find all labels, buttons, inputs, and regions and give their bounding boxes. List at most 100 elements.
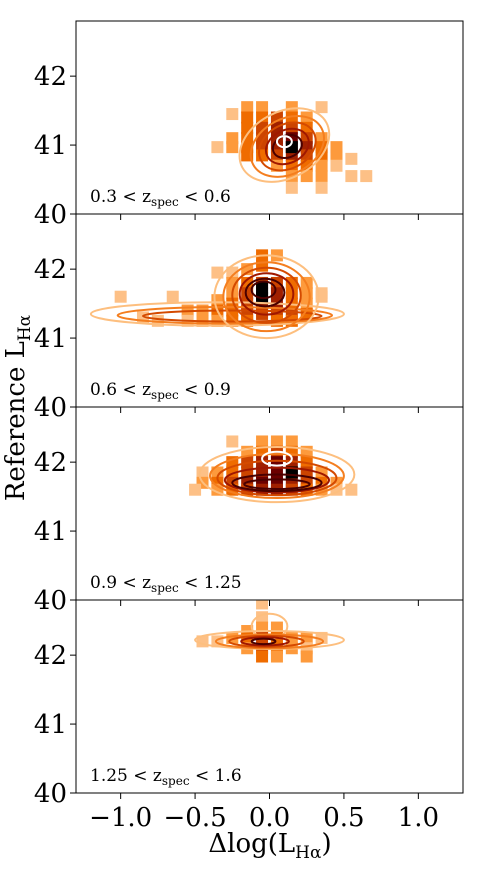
hist-cell <box>114 290 127 303</box>
panel-label-post: < 0.6 <box>179 187 231 207</box>
hist-cell <box>315 181 328 194</box>
density-contour <box>231 266 302 324</box>
density-contour <box>89 301 345 327</box>
y-tick-label: 41 <box>34 131 67 161</box>
y-tick-label: 40 <box>34 586 67 616</box>
density-contour <box>238 272 295 316</box>
hist-cell <box>256 121 269 134</box>
hist-cell <box>241 101 254 114</box>
density-contour <box>240 636 290 647</box>
density-contour <box>258 121 317 172</box>
hist-cell <box>285 181 298 194</box>
panel-label-post: < 1.6 <box>190 766 242 786</box>
x-axis-title: Δlog(LHα) <box>208 829 331 863</box>
y-tick-label: 42 <box>34 641 67 671</box>
density-contour <box>223 466 331 494</box>
panel-plot-area <box>89 249 345 340</box>
density-contour <box>208 452 345 499</box>
hist-cell <box>300 149 313 162</box>
hist-cell <box>211 466 224 479</box>
hist-cell <box>256 650 269 663</box>
hist-cell <box>300 650 313 663</box>
hist-cell <box>300 287 313 300</box>
density-contour <box>222 261 311 333</box>
hist-cell <box>241 287 254 300</box>
hist-cell <box>285 111 298 124</box>
y-tick-label: 41 <box>34 710 67 740</box>
density-contour <box>198 445 356 504</box>
panel-label-post: < 1.25 <box>179 573 242 593</box>
y-tick-label: 40 <box>34 200 67 230</box>
panel-plot-area <box>194 600 345 663</box>
hist-cell <box>226 108 239 121</box>
panel-label-sub: spec <box>151 195 179 209</box>
panel-label-pre: 0.3 < z <box>90 187 151 207</box>
y-tick-label: 40 <box>34 779 67 809</box>
y-tick-label: 41 <box>34 324 67 354</box>
y-tick-label: 40 <box>34 393 67 423</box>
hist-cell <box>285 435 298 448</box>
hist-cell <box>256 600 269 610</box>
density-contour <box>243 478 311 491</box>
hist-cell <box>345 483 358 496</box>
hist-cell <box>345 152 358 165</box>
panel-label-sub: spec <box>151 581 179 595</box>
density-contour <box>250 637 277 646</box>
density-contour <box>275 135 293 149</box>
hist-cell <box>256 101 269 114</box>
density-contour <box>141 309 323 323</box>
panel-label-post: < 0.9 <box>179 380 231 400</box>
panel-label-pre: 0.6 < z <box>90 380 151 400</box>
panel-label-pre: 1.25 < z <box>90 766 162 786</box>
hist-cell <box>315 170 328 183</box>
hist-cell <box>330 149 343 162</box>
hist-cell <box>226 141 239 154</box>
hist-cell <box>226 266 239 279</box>
hist-cell <box>345 170 358 183</box>
x-tick-label: 1.0 <box>398 803 439 833</box>
panel-plot-area <box>211 101 373 194</box>
axes-layer: 40 41 42 40 41 42 40 41 42 40 41 42 −1.0 −0.5 0.0 0.5 1.… <box>34 62 439 833</box>
panel-4: 1.25 < zspec < 1.6 <box>75 599 464 794</box>
panel-frame <box>75 406 464 601</box>
panel-label-pre: 0.9 < z <box>90 573 151 593</box>
panel-plot-area <box>189 435 358 504</box>
hist-cell <box>256 435 269 448</box>
density-contour <box>216 459 338 497</box>
density-contour <box>228 634 305 648</box>
hist-cell <box>270 276 283 289</box>
panel-redshift-label: 0.3 < zspec < 0.6 <box>90 187 231 209</box>
hist-cell-peak <box>256 282 269 295</box>
panel-label-sub: spec <box>162 774 190 788</box>
x-tick-label: −0.5 <box>164 803 227 833</box>
hist-cell <box>211 141 224 154</box>
density-contour <box>250 280 277 300</box>
hist-cell <box>270 287 283 300</box>
panel-frame <box>75 20 464 215</box>
hist-cell <box>241 111 254 124</box>
y-tick-label: 42 <box>34 255 67 285</box>
y-tick-label: 42 <box>34 62 67 92</box>
y-tick-label: 41 <box>34 517 67 547</box>
panel-redshift-label: 0.6 < zspec < 0.9 <box>90 380 231 402</box>
panel-3: 0.9 < zspec < 1.25 <box>75 406 464 601</box>
panel-2: 0.6 < zspec < 0.9 <box>75 213 464 408</box>
density-contour <box>261 450 293 467</box>
hist-cell <box>166 290 179 303</box>
hist-cell <box>241 276 254 289</box>
hist-cell <box>360 170 373 183</box>
hist-cell <box>315 159 328 172</box>
hist-cell <box>270 650 283 663</box>
x-tick-label: 0.0 <box>249 803 290 833</box>
hist-cell <box>211 294 224 307</box>
panel-frame <box>75 599 464 794</box>
hist-cell <box>315 101 328 114</box>
hist-cell <box>330 159 343 172</box>
density-contour <box>249 115 325 178</box>
density-contour <box>214 633 325 650</box>
hist-cell <box>270 435 283 448</box>
panel-label-sub: spec <box>151 388 179 402</box>
y-axis-title: Reference LHα <box>1 314 35 501</box>
hist-cell-peak <box>285 141 298 154</box>
